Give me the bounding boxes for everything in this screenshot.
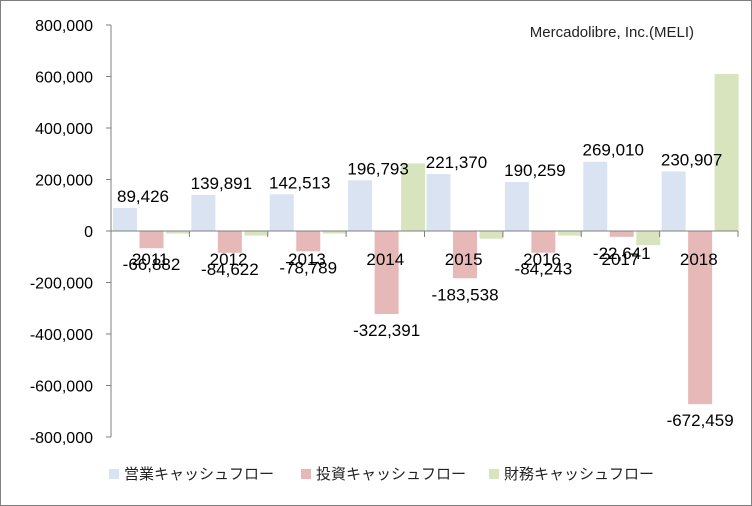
bar-series2-2012 bbox=[217, 231, 242, 253]
bar-series2-2018 bbox=[688, 231, 713, 405]
bar-series1-2017 bbox=[583, 161, 608, 231]
y-tick-label: 800,000 bbox=[35, 18, 93, 35]
category-label: 2018 bbox=[680, 250, 718, 269]
bar-series3-2017 bbox=[636, 231, 661, 246]
data-label-investing: -672,459 bbox=[667, 411, 734, 430]
data-label-investing: -78,789 bbox=[279, 258, 337, 277]
y-tick-label: -600,000 bbox=[30, 379, 93, 396]
bar-series3-2018 bbox=[714, 73, 739, 231]
legend-label: 投資キャッシュフロー bbox=[316, 465, 466, 483]
data-label-operating: 221,370 bbox=[426, 153, 487, 172]
bar-series3-2013 bbox=[322, 231, 347, 234]
bar-series2-2013 bbox=[296, 231, 321, 252]
bar-series1-2016 bbox=[504, 182, 529, 231]
category-label: 2013 bbox=[288, 250, 326, 269]
data-label-operating: 269,010 bbox=[583, 141, 644, 160]
bar-series3-2015 bbox=[479, 231, 504, 239]
bar-series1-2018 bbox=[661, 171, 686, 231]
category-label: 2014 bbox=[366, 250, 404, 269]
data-label-investing: -22,641 bbox=[593, 244, 651, 263]
y-tick-label: 200,000 bbox=[35, 173, 93, 190]
y-tick-label: 400,000 bbox=[35, 121, 93, 138]
category-label: 2012 bbox=[210, 250, 248, 269]
legend-swatch bbox=[489, 469, 499, 479]
bar-series3-2014 bbox=[401, 163, 426, 231]
chart-subtitle: Mercadolibre, Inc.(MELI) bbox=[530, 24, 694, 41]
bar-series3-2011 bbox=[166, 231, 190, 234]
legend-swatch bbox=[109, 469, 119, 479]
y-tick-label: -200,000 bbox=[30, 276, 93, 293]
data-label-operating: 139,891 bbox=[191, 174, 252, 193]
y-tick-label: -400,000 bbox=[30, 327, 93, 344]
bar-series1-2015 bbox=[426, 173, 451, 231]
data-label-investing: -84,622 bbox=[201, 260, 259, 279]
category-label: 2015 bbox=[445, 250, 483, 269]
data-label-operating: 196,793 bbox=[347, 159, 408, 178]
data-label-investing: -322,391 bbox=[353, 321, 420, 340]
data-label-investing: -183,538 bbox=[431, 285, 498, 304]
legend-swatch bbox=[301, 469, 311, 479]
y-tick-label: -800,000 bbox=[30, 430, 93, 447]
bar-series2-2011 bbox=[139, 231, 164, 249]
category-label: 2017 bbox=[602, 250, 640, 269]
data-label-operating: 142,513 bbox=[269, 173, 330, 192]
bar-series3-2012 bbox=[244, 231, 269, 236]
bar-series1-2012 bbox=[191, 194, 216, 231]
bar-series2-2015 bbox=[453, 231, 477, 279]
category-label: 2011 bbox=[132, 250, 169, 269]
bar-series1-2011 bbox=[113, 207, 137, 231]
data-label-operating: 89,426 bbox=[117, 187, 169, 206]
bar-series1-2013 bbox=[269, 194, 294, 231]
legend-label: 営業キャッシュフロー bbox=[124, 465, 274, 483]
bar-series3-2016 bbox=[557, 231, 582, 236]
bar-series2-2017 bbox=[609, 231, 634, 237]
data-label-operating: 190,259 bbox=[504, 161, 565, 180]
y-tick-label: 600,000 bbox=[35, 70, 93, 87]
data-label-investing: -66,882 bbox=[123, 255, 181, 274]
data-label-investing: -84,243 bbox=[515, 260, 573, 279]
bar-series1-2014 bbox=[348, 180, 373, 231]
data-label-operating: 230,907 bbox=[661, 151, 722, 170]
legend-label: 財務キャッシュフロー bbox=[504, 465, 654, 483]
bar-series2-2014 bbox=[374, 231, 399, 315]
bar-series2-2016 bbox=[531, 231, 556, 253]
category-label: 2016 bbox=[523, 250, 561, 269]
y-tick-label: 0 bbox=[84, 224, 93, 241]
